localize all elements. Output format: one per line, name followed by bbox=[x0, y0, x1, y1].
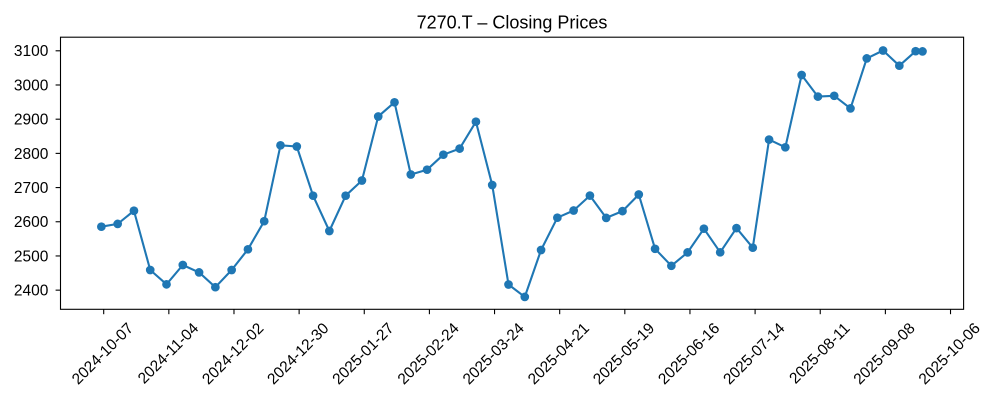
svg-text:2025-03-24: 2025-03-24 bbox=[460, 320, 528, 388]
svg-text:2024-10-07: 2024-10-07 bbox=[69, 320, 137, 388]
svg-text:2025-09-08: 2025-09-08 bbox=[851, 320, 919, 388]
svg-text:3000: 3000 bbox=[14, 77, 49, 94]
svg-text:2025-04-21: 2025-04-21 bbox=[525, 320, 593, 388]
svg-text:2600: 2600 bbox=[14, 214, 49, 231]
svg-text:2025-01-27: 2025-01-27 bbox=[329, 320, 397, 388]
svg-text:2024-12-30: 2024-12-30 bbox=[264, 320, 332, 388]
svg-text:2025-07-14: 2025-07-14 bbox=[720, 320, 788, 388]
svg-text:3100: 3100 bbox=[14, 43, 49, 60]
svg-text:2025-06-16: 2025-06-16 bbox=[655, 320, 723, 388]
svg-text:2900: 2900 bbox=[14, 112, 49, 129]
svg-text:2025-10-06: 2025-10-06 bbox=[916, 320, 984, 388]
svg-text:2024-12-02: 2024-12-02 bbox=[199, 320, 267, 388]
svg-text:2025-08-11: 2025-08-11 bbox=[786, 320, 853, 387]
svg-text:2700: 2700 bbox=[14, 180, 49, 197]
svg-text:2025-02-24: 2025-02-24 bbox=[395, 320, 463, 388]
svg-text:2025-05-19: 2025-05-19 bbox=[590, 320, 658, 388]
svg-text:2800: 2800 bbox=[14, 146, 49, 163]
svg-text:2024-11-04: 2024-11-04 bbox=[135, 320, 203, 388]
svg-text:2400: 2400 bbox=[14, 283, 49, 300]
svg-text:2500: 2500 bbox=[14, 248, 49, 265]
svg-text:7270.T – Closing Prices: 7270.T – Closing Prices bbox=[417, 13, 608, 33]
